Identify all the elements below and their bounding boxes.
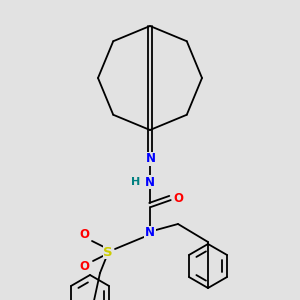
Text: S: S: [103, 245, 113, 259]
Text: N: N: [146, 152, 156, 166]
Text: N: N: [145, 176, 155, 188]
Text: O: O: [173, 191, 183, 205]
Text: N: N: [145, 226, 155, 239]
Text: O: O: [79, 227, 89, 241]
Text: H: H: [131, 177, 141, 187]
Text: O: O: [79, 260, 89, 274]
